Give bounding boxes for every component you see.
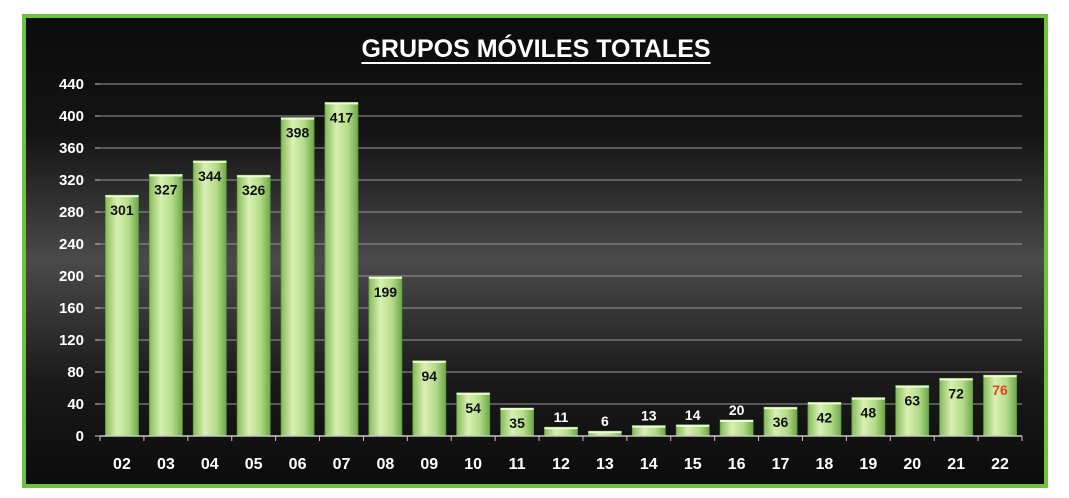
x-tick-label: 02 — [113, 456, 131, 473]
y-tick-label: 80 — [67, 364, 84, 381]
bar-top-highlight — [807, 402, 841, 405]
bar-top-highlight — [939, 378, 973, 381]
value-label: 36 — [773, 414, 789, 430]
value-label: 42 — [817, 409, 833, 425]
value-label: 54 — [465, 400, 481, 416]
y-tick-label: 320 — [59, 172, 84, 189]
bar-21 — [939, 377, 974, 437]
bar-top-highlight — [676, 424, 710, 427]
value-label: 14 — [685, 407, 701, 423]
bar-top-highlight — [588, 431, 622, 434]
value-label: 63 — [904, 393, 920, 409]
value-label: 48 — [861, 405, 877, 421]
bar-top-highlight — [368, 276, 402, 279]
y-tick-label: 200 — [59, 268, 84, 285]
x-tick-label: 14 — [640, 456, 658, 473]
x-tick-label: 08 — [376, 456, 394, 473]
x-tick-label: 04 — [201, 456, 219, 473]
value-label: 417 — [330, 109, 354, 125]
value-label: 344 — [198, 168, 222, 184]
bar-08 — [368, 276, 403, 437]
x-tick-label: 21 — [947, 456, 965, 473]
x-tick-label: 16 — [728, 456, 746, 473]
bar-top-highlight — [105, 195, 139, 198]
y-tick-label: 160 — [59, 300, 84, 317]
value-label: 199 — [374, 284, 398, 300]
bar-top-highlight — [456, 392, 490, 395]
value-label: 327 — [154, 181, 178, 197]
bar-top-highlight — [895, 385, 929, 388]
bar-03 — [148, 173, 183, 437]
bar-09 — [412, 360, 447, 437]
bar-02 — [105, 194, 139, 437]
x-tick-label: 18 — [816, 456, 834, 473]
y-tick-label: 40 — [67, 396, 84, 413]
bar-top-highlight — [983, 375, 1017, 378]
bar-07 — [324, 102, 359, 437]
bar-06 — [280, 117, 315, 437]
value-label: 72 — [948, 385, 964, 401]
bar-top-highlight — [764, 407, 798, 410]
y-tick-label: 440 — [59, 76, 84, 93]
x-tick-label: 13 — [596, 456, 614, 473]
bar-top-highlight — [193, 160, 227, 163]
chart-title: GRUPOS MÓVILES TOTALES — [361, 33, 710, 63]
bar-05 — [236, 174, 271, 437]
bar-top-highlight — [851, 397, 885, 400]
x-tick-label: 22 — [991, 456, 1009, 473]
value-label: 301 — [110, 202, 134, 218]
y-tick-label: 360 — [59, 140, 84, 157]
bars — [105, 102, 1017, 437]
y-tick-label: 400 — [59, 108, 84, 125]
y-tick-label: 240 — [59, 236, 84, 253]
value-label: 6 — [601, 413, 609, 429]
value-label: 13 — [641, 408, 657, 424]
x-tick-label: 06 — [289, 456, 307, 473]
x-tick-label: 09 — [420, 456, 438, 473]
bar-top-highlight — [237, 175, 271, 178]
bar-top-highlight — [324, 102, 358, 105]
value-label: 326 — [242, 182, 266, 198]
value-label: 20 — [729, 402, 745, 418]
x-tick-label: 20 — [903, 456, 921, 473]
bar-top-highlight — [544, 427, 578, 430]
x-tick-label: 05 — [245, 456, 263, 473]
value-label: 76 — [992, 382, 1008, 398]
bar-top-highlight — [281, 117, 315, 120]
x-tick-label: 19 — [859, 456, 877, 473]
value-label: 398 — [286, 125, 310, 141]
bar-top-highlight — [412, 360, 446, 363]
x-tick-label: 03 — [157, 456, 175, 473]
value-label: 35 — [509, 415, 525, 431]
value-label: 11 — [554, 409, 569, 425]
x-axis-ticks: 02 03 04 05 06 07 08 09 10 11 12 13 14 15 16 17 18 19 20 21… — [99, 436, 1023, 473]
y-tick-label: 120 — [59, 332, 84, 349]
bar-04 — [192, 160, 227, 437]
value-labels: 301 327 344 326 398 417 199 94 54 35 11 6 13 14 20 36 42… — [110, 109, 1008, 431]
x-tick-label: 11 — [509, 456, 526, 473]
x-tick-label: 07 — [333, 456, 351, 473]
x-tick-label: 12 — [552, 456, 570, 473]
bar-top-highlight — [632, 425, 666, 428]
x-tick-label: 15 — [684, 456, 702, 473]
bar-19 — [851, 397, 886, 437]
x-tick-label: 10 — [464, 456, 482, 473]
bar-top-highlight — [500, 408, 534, 410]
bar-top-highlight — [149, 174, 183, 177]
bar-16 — [719, 419, 754, 437]
y-axis-ticks: 0 40 80 120 160 200 240 280 320 360 400 440 — [59, 76, 100, 445]
bar-top-highlight — [720, 420, 754, 422]
value-label: 94 — [421, 368, 437, 384]
bar-22 — [983, 374, 1017, 437]
x-tick-label: 17 — [772, 456, 790, 473]
y-tick-label: 280 — [59, 204, 84, 221]
y-tick-label: 0 — [76, 428, 84, 445]
